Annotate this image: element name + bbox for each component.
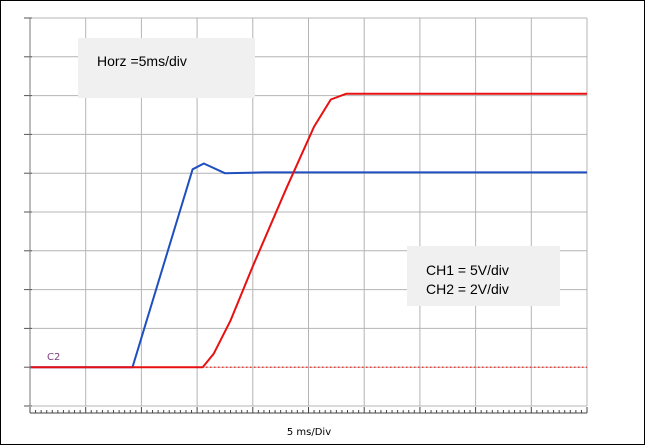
horz-note-text: Horz =5ms/div	[97, 53, 187, 69]
channel-scale-note-box	[407, 246, 560, 306]
ch1-trace	[30, 92, 587, 369]
bottom-ruler	[29, 407, 588, 414]
horz-note-box	[78, 38, 255, 98]
channel-marker-label: C2	[47, 352, 60, 363]
ch1-scale-text: CH1 = 5V/div	[426, 262, 509, 278]
traces	[30, 92, 587, 369]
left-edge-ticks	[24, 17, 32, 407]
x-axis-label: 5 ms/Div	[287, 427, 331, 438]
ch2-scale-text: CH2 = 2V/div	[426, 281, 509, 297]
